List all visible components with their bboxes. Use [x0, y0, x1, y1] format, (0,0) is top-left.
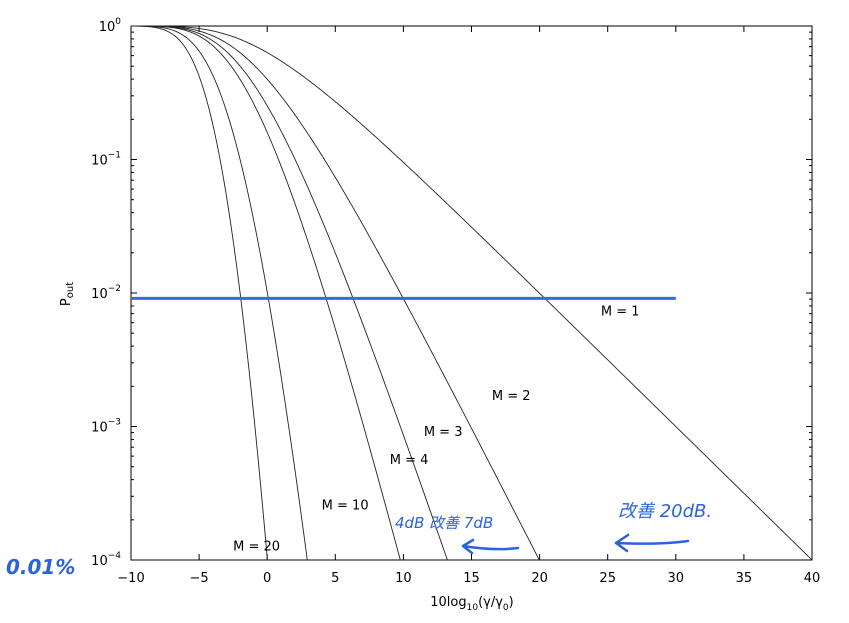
curve-m-20	[130, 25, 268, 561]
y-tick-label: 100	[99, 17, 122, 35]
x-tick-label: 25	[599, 571, 616, 586]
curve-label-m-20: M = 20	[233, 540, 280, 555]
y-tick-label: 10−4	[91, 551, 121, 569]
curve-m-2	[131, 25, 540, 561]
x-tick-label: 20	[531, 571, 548, 586]
x-axis-ticks: −10 −5 0 5 10 15 20 25 30 35 40	[117, 26, 820, 586]
x-axis-label: 10log10(γ/γ0)	[430, 595, 513, 613]
annotation-gain-20db: 改善 20dB.	[618, 501, 712, 522]
curve-label-m-2: M = 2	[492, 389, 531, 404]
x-tick-label: −10	[117, 571, 144, 586]
curve-label-m-1: M = 1	[601, 305, 640, 320]
x-tick-label: 10	[395, 571, 412, 586]
annotation-left-note: 0.01%	[6, 555, 75, 579]
curve-m-4	[131, 25, 401, 561]
y-axis-ticks: 100 10−1 10−2 10−3 10−4	[91, 17, 812, 569]
curve-label-m-10: M = 10	[322, 498, 369, 513]
y-tick-label: 10−3	[91, 418, 121, 436]
annotation-arrow-2	[614, 533, 690, 553]
annotation-arrow-1	[461, 538, 520, 555]
curve-label-m-4: M = 4	[390, 453, 429, 468]
curve-m-3	[131, 25, 448, 561]
annotation-gain-4db: 4dB 改善 7dB	[395, 514, 493, 532]
x-tick-label: 5	[331, 571, 339, 586]
plot-frame	[130, 25, 813, 561]
curve-m-1	[131, 25, 813, 561]
y-axis-label: Pout	[59, 282, 76, 306]
curves	[130, 25, 813, 561]
y-tick-label: 10−2	[91, 284, 121, 302]
x-tick-label: 30	[668, 571, 685, 586]
y-tick-label: 10−1	[91, 151, 121, 169]
x-tick-label: −5	[190, 571, 209, 586]
x-tick-label: 0	[263, 571, 271, 586]
curve-labels: M = 1 M = 2 M = 3 M = 4 M = 10 M = 20	[233, 305, 639, 555]
x-tick-label: 40	[804, 571, 821, 586]
curve-m-10	[131, 25, 308, 561]
x-tick-label: 35	[736, 571, 753, 586]
x-tick-label: 15	[463, 571, 480, 586]
curve-label-m-3: M = 3	[424, 425, 463, 440]
